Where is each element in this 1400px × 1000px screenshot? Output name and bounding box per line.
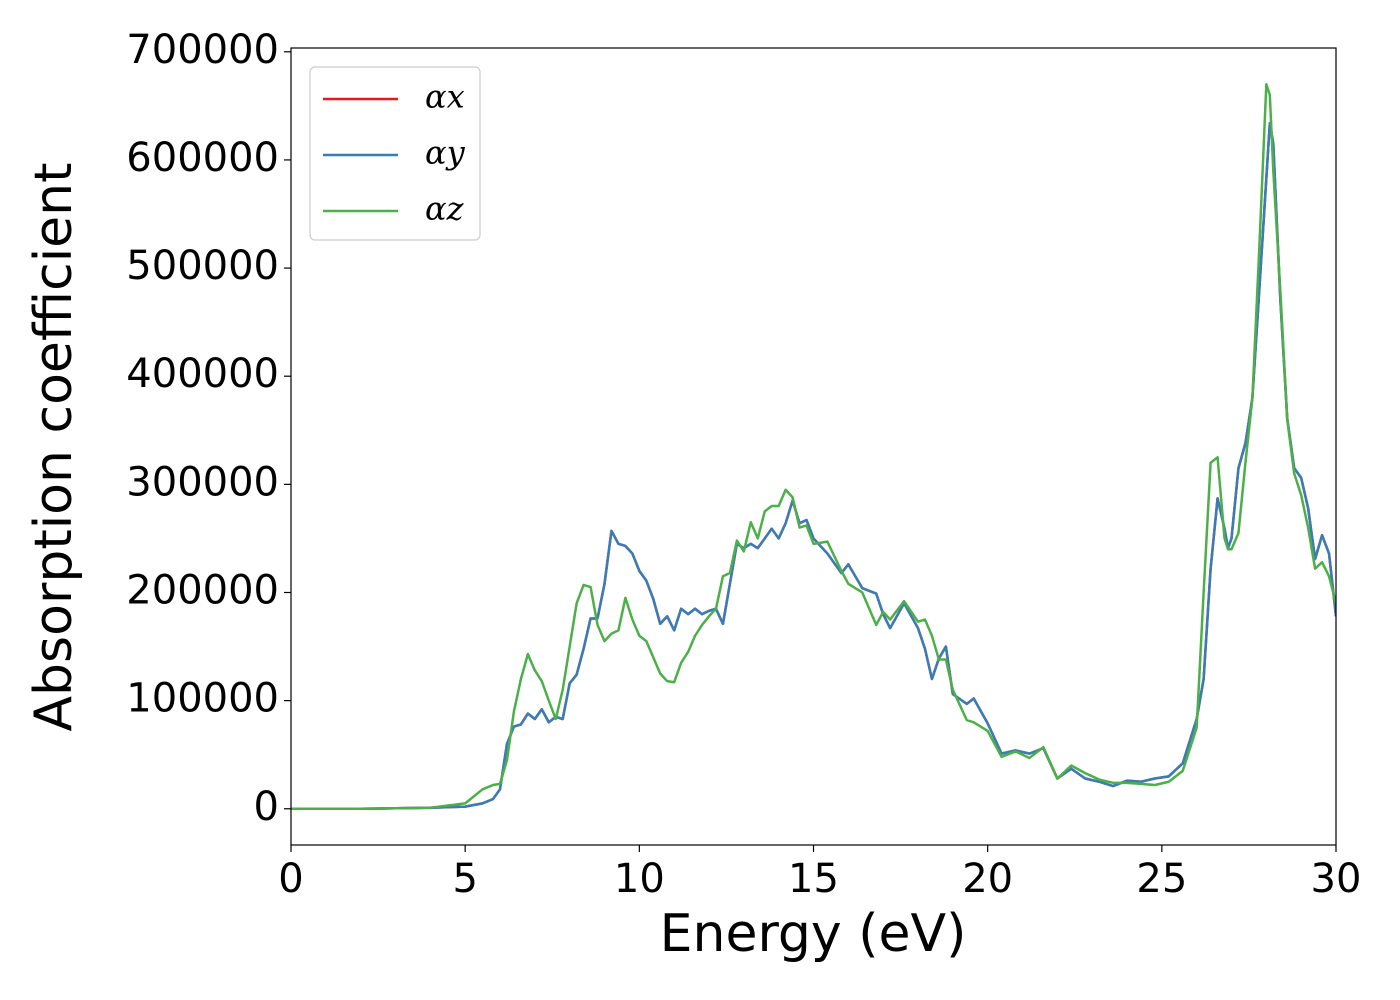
y-tick-label: 400000 <box>126 351 279 397</box>
y-tick-label: 200000 <box>126 567 279 613</box>
legend-box <box>309 66 481 241</box>
y-tick-label: 700000 <box>126 27 279 73</box>
x-tick-label: 10 <box>614 856 665 902</box>
y-tick-label: 0 <box>254 784 279 830</box>
y-tick-label: 100000 <box>126 676 279 722</box>
legend-label: αz <box>425 190 465 228</box>
plot-lines <box>291 82 1336 811</box>
legend-label: αx <box>425 78 465 116</box>
y-tick-label: 600000 <box>126 135 279 181</box>
y-axis-label: Absorption coefficient <box>24 162 84 731</box>
x-tick-label: 5 <box>452 856 477 902</box>
y-tick-label: 300000 <box>126 459 279 505</box>
x-tick-label: 25 <box>1136 856 1187 902</box>
x-tick-label: 0 <box>278 856 303 902</box>
y-tick-label: 500000 <box>126 243 279 289</box>
x-tick-label: 30 <box>1311 856 1362 902</box>
x-tick-label: 15 <box>788 856 839 902</box>
x-axis-label: Energy (eV) <box>660 904 967 964</box>
legend-label: αy <box>425 134 466 172</box>
x-tick-label: 20 <box>962 856 1013 902</box>
series-line <box>291 82 1336 811</box>
